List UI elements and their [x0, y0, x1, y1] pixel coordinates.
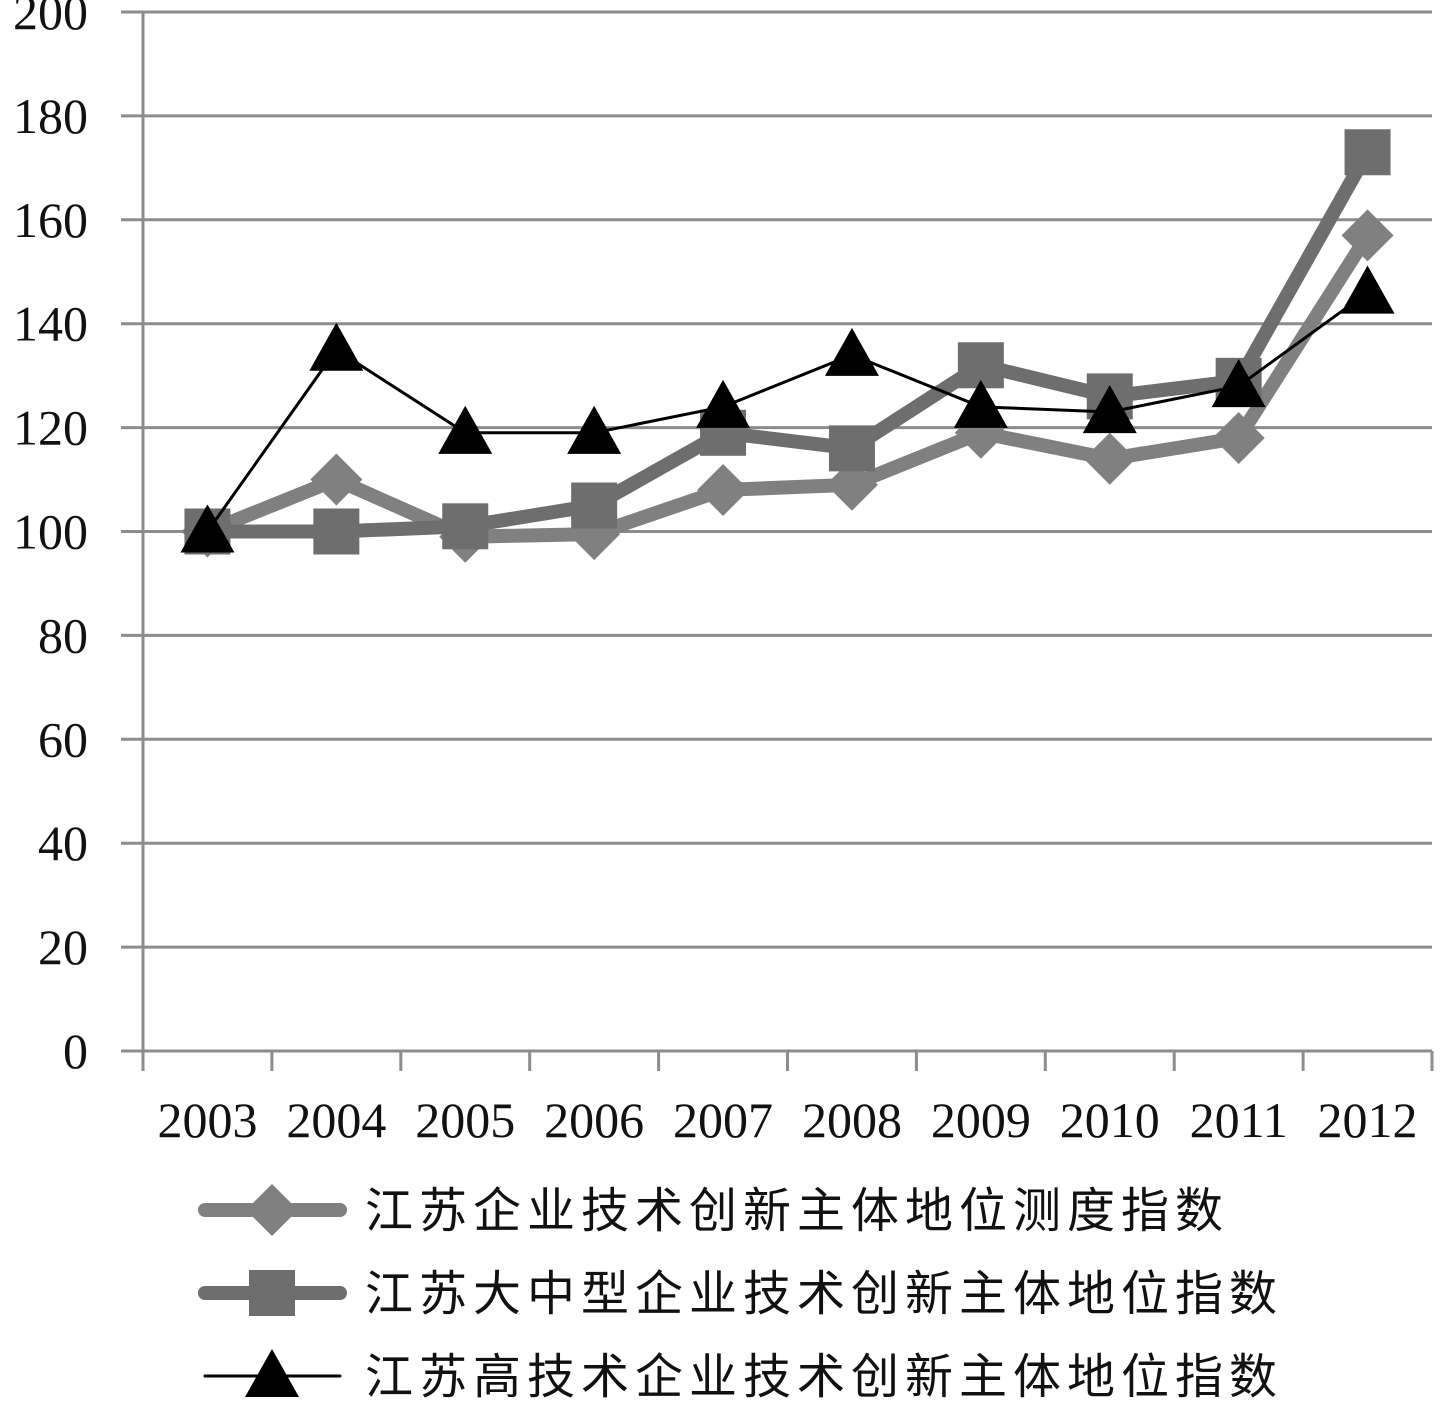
- series-line: [200, 145, 1375, 539]
- x-tick-label: 2012: [1318, 1092, 1418, 1148]
- triangle-marker: [953, 379, 1008, 428]
- diamond-marker: [568, 508, 621, 561]
- x-tick-label: 2011: [1190, 1092, 1288, 1148]
- x-tick-label: 2007: [673, 1092, 773, 1148]
- triangle-marker: [1340, 265, 1395, 314]
- legend-square-marker: [249, 1270, 295, 1316]
- series-line: [200, 228, 1375, 544]
- square-marker: [442, 503, 489, 550]
- y-tick-label: 180: [13, 88, 88, 144]
- legend-label: 江苏大中型企业技术创新主体地位指数: [365, 1268, 1283, 1321]
- x-tick-label: 2010: [1060, 1092, 1160, 1148]
- x-tick-label: 2008: [802, 1092, 902, 1148]
- legend: 江苏企业技术创新主体地位测度指数江苏大中型企业技术创新主体地位指数江苏高技术企业…: [198, 1184, 1283, 1404]
- series-line: [205, 291, 1370, 533]
- y-tick-label: 100: [13, 504, 88, 560]
- diamond-marker: [1083, 432, 1136, 485]
- series-3: [180, 265, 1395, 553]
- diamond-marker: [825, 458, 878, 511]
- square-marker: [828, 425, 875, 472]
- y-tick-label: 140: [13, 296, 88, 352]
- triangle-marker: [1082, 385, 1137, 434]
- y-tick-label: 200: [13, 0, 88, 40]
- y-tick-label: 60: [38, 711, 88, 767]
- x-tick-label: 2005: [415, 1092, 515, 1148]
- diamond-marker: [1341, 209, 1394, 262]
- y-tick-label: 40: [38, 815, 88, 871]
- diamond-marker: [310, 453, 363, 506]
- triangle-marker: [696, 379, 751, 428]
- x-tick-label: 2004: [286, 1092, 386, 1148]
- y-tick-label: 120: [13, 400, 88, 456]
- triangle-marker: [438, 405, 493, 454]
- triangle-marker: [1211, 359, 1266, 408]
- square-marker: [313, 508, 360, 555]
- square-marker: [1344, 129, 1391, 176]
- diamond-marker: [697, 463, 750, 516]
- triangle-marker: [180, 504, 235, 553]
- y-tick-label: 0: [63, 1023, 88, 1079]
- legend-triangle-marker: [245, 1349, 299, 1398]
- y-tick-label: 160: [13, 192, 88, 248]
- x-tick-label: 2009: [931, 1092, 1031, 1148]
- series: [180, 129, 1395, 563]
- y-tick-label: 80: [38, 607, 88, 663]
- diamond-marker: [1212, 411, 1265, 464]
- triangle-marker: [824, 327, 879, 376]
- legend-item: 江苏企业技术创新主体地位测度指数: [198, 1184, 1229, 1238]
- legend-diamond-marker: [246, 1184, 298, 1236]
- square-marker: [571, 482, 618, 529]
- triangle-marker: [567, 405, 622, 454]
- legend-label: 江苏高技术企业技术创新主体地位指数: [365, 1351, 1283, 1401]
- y-tick-label: 20: [38, 919, 88, 975]
- x-tick-label: 2006: [544, 1092, 644, 1148]
- axes: [141, 12, 1434, 1071]
- legend-item: 江苏大中型企业技术创新主体地位指数: [198, 1268, 1283, 1321]
- legend-item: 江苏高技术企业技术创新主体地位指数: [203, 1349, 1283, 1404]
- x-tick-label: 2003: [157, 1092, 257, 1148]
- legend-label: 江苏企业技术创新主体地位测度指数: [365, 1185, 1229, 1238]
- tick-labels: 0 20 40 60 80 100 120 140 160 180 200 2003 2004 2005 2…: [13, 0, 1418, 1148]
- triangle-marker: [309, 322, 364, 371]
